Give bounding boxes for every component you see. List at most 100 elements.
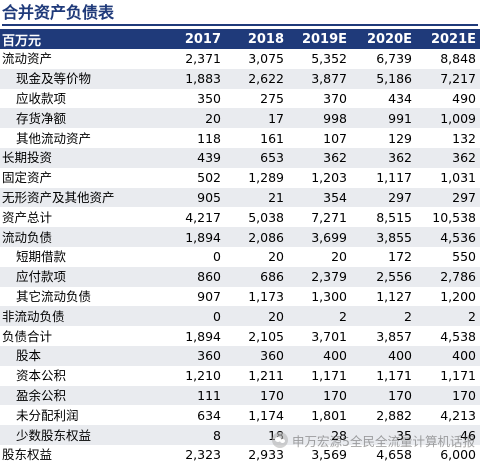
row-value: 860 <box>197 269 221 285</box>
row-value: 1,211 <box>248 368 284 384</box>
row-label: 负债合计 <box>2 328 53 344</box>
header-year-2019e: 2019E <box>301 31 347 47</box>
row-value: 6,000 <box>440 447 476 463</box>
row-value: 8 <box>213 427 221 443</box>
row-value: 1,171 <box>376 368 412 384</box>
header-row: 百万元 2017 2018 2019E 2020E 2021E <box>0 29 480 49</box>
wechat-icon <box>272 432 288 448</box>
row-value: 2,882 <box>376 407 412 423</box>
row-label: 非流动负债 <box>2 308 65 324</box>
row-value: 502 <box>197 170 221 186</box>
row-label: 现金及等价物 <box>16 71 92 87</box>
table-row: 资产总计 4,217 5,038 7,271 8,515 10,538 <box>0 207 480 227</box>
table-row: 应付款项 860 686 2,379 2,556 2,786 <box>0 266 480 287</box>
row-value: 20 <box>268 308 284 324</box>
row-value: 3,855 <box>376 229 412 245</box>
row-value: 28 <box>331 427 347 443</box>
row-value: 5,352 <box>311 51 347 67</box>
row-value: 653 <box>260 150 284 166</box>
row-value: 1,127 <box>376 288 412 304</box>
row-value: 17 <box>268 110 284 126</box>
table-row: 长期投资 439 653 362 362 362 <box>0 147 480 168</box>
row-value: 170 <box>388 387 412 403</box>
row-value: 275 <box>260 90 284 106</box>
row-value: 20 <box>331 249 347 265</box>
row-value: 2,622 <box>248 71 284 87</box>
row-value: 686 <box>260 269 284 285</box>
row-value: 434 <box>388 90 412 106</box>
row-label: 股本 <box>16 348 42 364</box>
watermark-text: 申万宏源5全民全流量计算机话报 <box>292 433 475 449</box>
header-year-2017: 2017 <box>184 31 221 47</box>
row-label: 固定资产 <box>2 170 53 186</box>
row-value: 4,536 <box>440 229 476 245</box>
row-value: 3,699 <box>311 229 347 245</box>
header-year-2018: 2018 <box>247 31 284 47</box>
row-value: 2,105 <box>248 328 284 344</box>
row-value: 360 <box>260 348 284 364</box>
row-value: 1,173 <box>248 288 284 304</box>
row-value: 1,171 <box>440 368 476 384</box>
row-value: 2 <box>339 308 347 324</box>
row-label: 短期借款 <box>16 249 67 265</box>
row-value: 2,371 <box>185 51 221 67</box>
row-label: 未分配利润 <box>16 407 79 423</box>
row-value: 2,379 <box>311 269 347 285</box>
row-value: 634 <box>197 407 221 423</box>
row-value: 7,217 <box>440 71 476 87</box>
row-value: 3,569 <box>311 447 347 463</box>
table-title: 合并资产负债表 <box>2 2 478 26</box>
table-row: 现金及等价物 1,883 2,622 3,877 5,186 7,217 <box>0 68 480 89</box>
row-label: 资产总计 <box>2 209 53 225</box>
table-row: 资本公积 1,210 1,211 1,171 1,171 1,171 <box>0 366 480 386</box>
balance-sheet-table: 百万元 2017 2018 2019E 2020E 2021E 流动资产 2,37… <box>0 29 480 465</box>
row-value: 3,877 <box>311 71 347 87</box>
row-value: 1,801 <box>311 407 347 423</box>
row-value: 132 <box>452 130 476 146</box>
table-row: 盈余公积 111 170 170 170 170 <box>0 385 480 406</box>
table-row: 应收款项 350 275 370 434 490 <box>0 89 480 109</box>
row-label: 其它流动负债 <box>16 288 92 304</box>
row-value: 360 <box>197 348 221 364</box>
row-value: 2 <box>404 308 412 324</box>
row-label: 盈余公积 <box>16 387 67 403</box>
row-label: 资本公积 <box>16 368 67 384</box>
table-row: 短期借款 0 20 20 172 550 <box>0 247 480 267</box>
row-value: 370 <box>323 90 347 106</box>
row-value: 1,894 <box>185 229 221 245</box>
row-value: 1,883 <box>185 71 221 87</box>
row-value: 129 <box>388 130 412 146</box>
row-value: 2,786 <box>440 269 476 285</box>
row-value: 1,210 <box>185 368 221 384</box>
row-label: 长期投资 <box>2 150 53 166</box>
row-value: 4,217 <box>185 209 221 225</box>
row-value: 5,038 <box>248 209 284 225</box>
row-value: 3,075 <box>248 51 284 67</box>
row-value: 1,117 <box>376 170 412 186</box>
row-value: 8,848 <box>440 51 476 67</box>
row-label: 少数股东权益 <box>16 427 92 443</box>
row-value: 170 <box>323 387 347 403</box>
header-year-2020e: 2020E <box>366 31 412 47</box>
row-value: 161 <box>260 130 284 146</box>
row-value: 1,171 <box>311 368 347 384</box>
row-label: 应付款项 <box>16 269 67 285</box>
table-row: 未分配利润 634 1,174 1,801 2,882 4,213 <box>0 405 480 425</box>
table-row: 股东权益 2,323 2,933 3,569 4,658 6,000 <box>0 445 480 465</box>
row-value: 46 <box>460 427 476 443</box>
header-year-2021e: 2021E <box>430 31 476 47</box>
table-row: 无形资产及其他资产 905 21 354 297 297 <box>0 187 480 208</box>
row-value: 2,933 <box>248 447 284 463</box>
row-value: 362 <box>452 150 476 166</box>
row-value: 350 <box>197 90 221 106</box>
row-value: 2,556 <box>376 269 412 285</box>
row-value: 4,538 <box>440 328 476 344</box>
row-value: 362 <box>323 150 347 166</box>
row-value: 3,857 <box>376 328 412 344</box>
row-value: 362 <box>388 150 412 166</box>
row-value: 107 <box>323 130 347 146</box>
row-value: 905 <box>197 189 221 205</box>
row-value: 35 <box>396 427 412 443</box>
row-value: 297 <box>388 189 412 205</box>
row-value: 170 <box>452 387 476 403</box>
